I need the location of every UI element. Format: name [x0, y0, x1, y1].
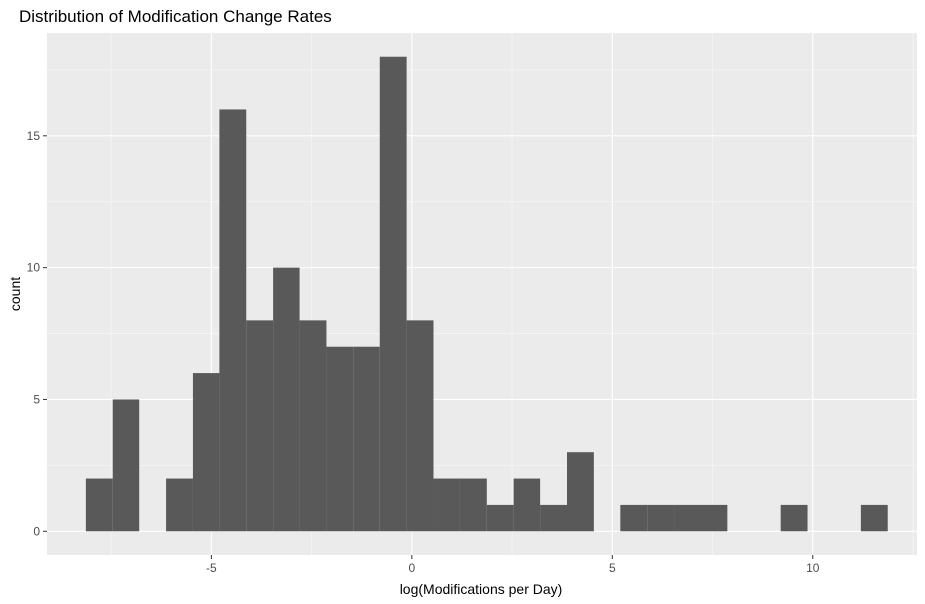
x-tick-label: 5 [609, 561, 616, 575]
histogram-bar [219, 109, 247, 532]
histogram-bar [353, 346, 380, 532]
histogram-bar [246, 320, 274, 532]
histogram-bar [540, 504, 567, 532]
histogram-bar [379, 56, 407, 532]
histogram-bar [486, 504, 514, 532]
histogram-bar [326, 346, 354, 532]
x-axis-ticks: -5 0 5 10 [206, 555, 820, 575]
histogram-bar [299, 320, 327, 532]
y-tick-label: 5 [33, 392, 40, 406]
x-tick-label: 10 [806, 561, 820, 575]
x-tick-label: -5 [206, 561, 217, 575]
plot-panel [47, 33, 917, 555]
y-axis-ticks: 0 5 10 15 [27, 129, 47, 538]
histogram-bar [273, 267, 300, 532]
x-tick-label: 0 [408, 561, 415, 575]
chart-title: Distribution of Modification Change Rate… [19, 7, 332, 26]
histogram-bar [166, 478, 193, 532]
histogram-bar [192, 373, 220, 532]
histogram-bars [85, 56, 888, 532]
histogram-bar [433, 478, 460, 532]
y-tick-label: 10 [27, 261, 41, 275]
histogram-bar [566, 452, 594, 532]
minor-gridlines [47, 33, 917, 555]
y-tick-label: 15 [27, 129, 41, 143]
histogram-bar [674, 504, 701, 532]
histogram-bar [647, 504, 675, 532]
histogram-bar [513, 478, 541, 532]
histogram-bar [780, 504, 808, 532]
histogram-bar [700, 504, 728, 532]
histogram-bar [406, 320, 434, 532]
histogram-bar [860, 504, 888, 532]
y-tick-label: 0 [33, 524, 40, 538]
histogram-bar [85, 478, 113, 532]
histogram-bar [459, 478, 487, 532]
histogram-bar [112, 399, 140, 532]
y-axis-title: count [7, 277, 23, 311]
x-axis-title: log(Modifications per Day) [400, 581, 563, 597]
histogram-bar [620, 504, 648, 532]
